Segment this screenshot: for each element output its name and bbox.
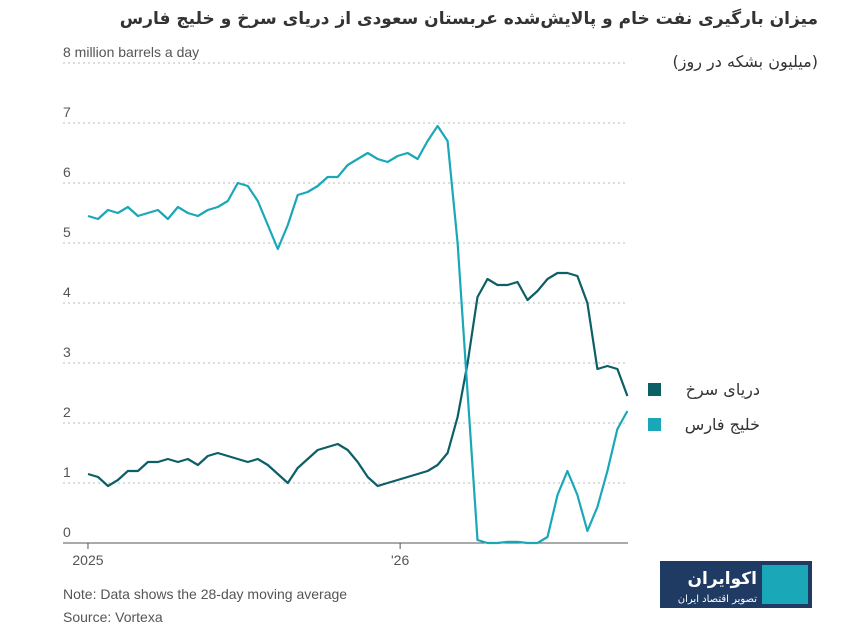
logo-name: اکوایران	[688, 569, 758, 589]
y-tick-label: 0	[63, 524, 71, 540]
y-tick-label: 4	[63, 284, 71, 300]
legend-swatch	[648, 418, 661, 431]
series-line	[87, 271, 629, 488]
legend-label: خلیج فارس	[685, 415, 760, 435]
y-tick-label: 5	[63, 224, 71, 240]
chart-title: میزان بارگیری نفت خام و پالایش‌شده عربست…	[120, 8, 818, 29]
y-tick-label: 8 million barrels a day	[63, 44, 199, 60]
y-tick-label: 1	[63, 464, 71, 480]
y-tick-label: 3	[63, 344, 71, 360]
source: Source: Vortexa	[63, 609, 163, 625]
logo-tagline: تصویر اقتصاد ایران	[678, 594, 757, 605]
x-tick-label: '26	[391, 552, 409, 568]
legend-label: دریای سرخ	[686, 380, 760, 400]
y-tick-label: 2	[63, 404, 71, 420]
y-tick-label: 7	[63, 104, 71, 120]
note: Note: Data shows the 28-day moving avera…	[63, 586, 347, 602]
legend-swatch	[648, 383, 661, 396]
series-line	[87, 124, 629, 545]
x-tick-label: 2025	[72, 552, 103, 568]
logo-icon	[762, 565, 808, 604]
y-tick-label: 6	[63, 164, 71, 180]
chart-subtitle: (میلیون بشکه در روز)	[673, 52, 818, 72]
